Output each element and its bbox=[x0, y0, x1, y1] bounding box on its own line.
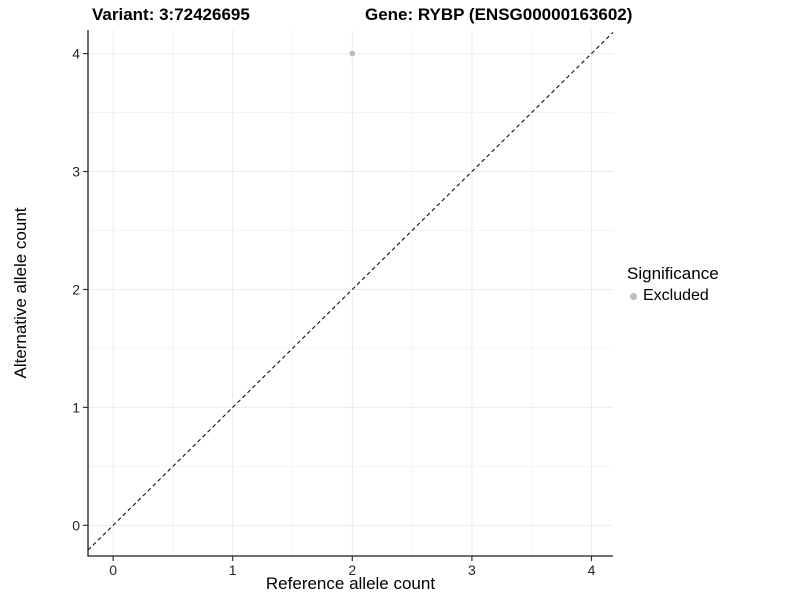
x-tick-label: 1 bbox=[229, 562, 237, 578]
x-tick-label: 3 bbox=[468, 562, 476, 578]
y-tick-label: 2 bbox=[72, 281, 80, 297]
legend-title: Significance bbox=[627, 264, 719, 283]
y-tick-label: 3 bbox=[72, 164, 80, 180]
gene-title: Gene: RYBP (ENSG00000163602) bbox=[365, 5, 633, 24]
y-axis-title: Alternative allele count bbox=[11, 207, 30, 379]
y-tick-label: 4 bbox=[72, 46, 80, 62]
y-tick-label: 1 bbox=[72, 399, 80, 415]
y-tick-label: 0 bbox=[72, 517, 80, 533]
x-tick-label: 0 bbox=[109, 562, 117, 578]
data-point bbox=[349, 50, 356, 57]
variant-title: Variant: 3:72426695 bbox=[92, 5, 250, 24]
legend-item-excluded: Excluded bbox=[627, 285, 719, 307]
excluded-point-icon bbox=[630, 292, 637, 300]
x-tick-label: 2 bbox=[348, 562, 356, 578]
x-axis-title: Reference allele count bbox=[265, 574, 436, 593]
legend-item-label: Excluded bbox=[643, 287, 709, 304]
reference-line bbox=[87, 31, 614, 551]
legend: Significance Excluded bbox=[627, 263, 719, 307]
x-tick-label: 4 bbox=[588, 562, 596, 578]
